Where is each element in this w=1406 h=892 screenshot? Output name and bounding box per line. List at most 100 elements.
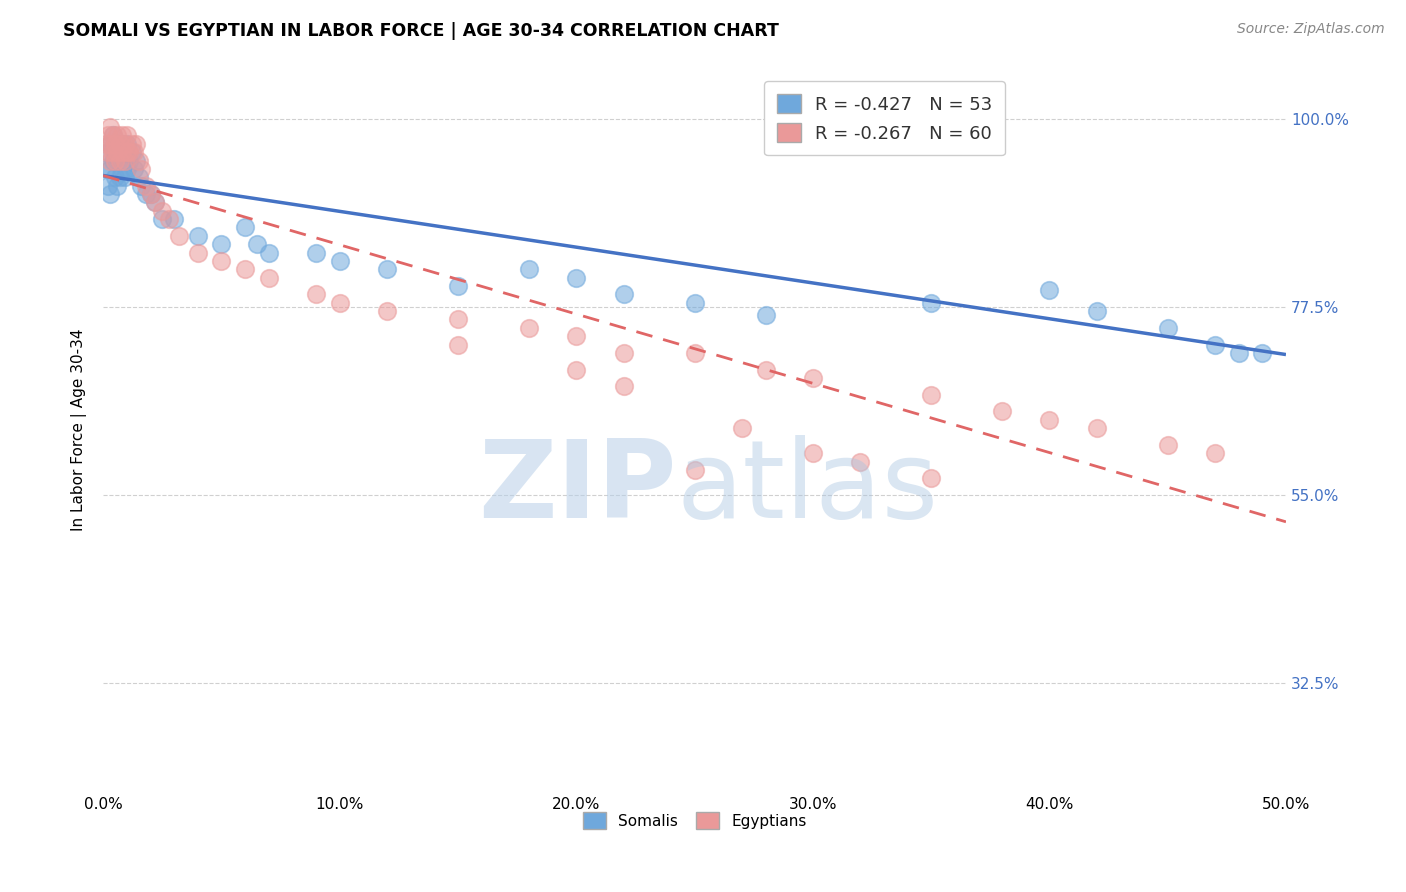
Point <box>104 153 127 168</box>
Point <box>98 186 121 201</box>
Point <box>683 463 706 477</box>
Point <box>108 145 131 160</box>
Point <box>135 186 157 201</box>
Point <box>447 312 470 326</box>
Point <box>801 371 824 385</box>
Point <box>447 279 470 293</box>
Point <box>125 136 148 151</box>
Point <box>98 136 121 151</box>
Point <box>1251 346 1274 360</box>
Point <box>118 145 141 160</box>
Point <box>683 295 706 310</box>
Point <box>98 161 121 176</box>
Point <box>114 153 136 168</box>
Point <box>121 136 143 151</box>
Point <box>233 262 256 277</box>
Point <box>1157 438 1180 452</box>
Point <box>128 153 150 168</box>
Point <box>991 404 1014 418</box>
Point <box>375 262 398 277</box>
Point <box>108 170 131 185</box>
Point <box>565 270 588 285</box>
Point <box>108 136 131 151</box>
Point <box>98 153 121 168</box>
Point <box>163 212 186 227</box>
Text: atlas: atlas <box>676 435 939 541</box>
Point <box>1038 413 1060 427</box>
Point <box>211 237 233 252</box>
Point <box>114 136 136 151</box>
Point <box>114 145 136 160</box>
Point <box>101 128 124 143</box>
Point <box>139 186 162 201</box>
Point <box>128 170 150 185</box>
Point <box>111 128 134 143</box>
Point <box>517 320 540 334</box>
Text: Source: ZipAtlas.com: Source: ZipAtlas.com <box>1237 22 1385 37</box>
Point <box>1085 421 1108 435</box>
Text: ZIP: ZIP <box>478 435 676 541</box>
Point <box>115 136 138 151</box>
Point <box>107 128 129 143</box>
Point <box>118 153 141 168</box>
Point <box>115 161 138 176</box>
Point <box>150 212 173 227</box>
Point <box>1038 283 1060 297</box>
Legend: Somalis, Egyptians: Somalis, Egyptians <box>576 806 813 835</box>
Point <box>115 128 138 143</box>
Point <box>107 136 129 151</box>
Point <box>517 262 540 277</box>
Point <box>257 245 280 260</box>
Point <box>107 145 129 160</box>
Point <box>565 362 588 376</box>
Point <box>233 220 256 235</box>
Point <box>159 212 181 227</box>
Point <box>97 145 120 160</box>
Point <box>107 178 129 193</box>
Point <box>97 128 120 143</box>
Point <box>98 120 121 134</box>
Point <box>122 161 145 176</box>
Point <box>101 145 124 160</box>
Point <box>104 145 127 160</box>
Point <box>115 145 138 160</box>
Point <box>121 145 143 160</box>
Point <box>104 170 127 185</box>
Point <box>97 178 120 193</box>
Point <box>101 153 124 168</box>
Point <box>257 270 280 285</box>
Point <box>565 329 588 343</box>
Point <box>94 161 117 176</box>
Point <box>1204 337 1226 351</box>
Point <box>1227 346 1250 360</box>
Point <box>1204 446 1226 460</box>
Point <box>114 170 136 185</box>
Text: SOMALI VS EGYPTIAN IN LABOR FORCE | AGE 30-34 CORRELATION CHART: SOMALI VS EGYPTIAN IN LABOR FORCE | AGE … <box>63 22 779 40</box>
Point <box>447 337 470 351</box>
Point <box>129 161 152 176</box>
Point <box>129 178 152 193</box>
Point <box>135 178 157 193</box>
Point <box>187 228 209 243</box>
Point <box>305 287 328 301</box>
Point <box>111 145 134 160</box>
Point <box>111 136 134 151</box>
Point <box>211 253 233 268</box>
Point <box>613 379 636 393</box>
Point <box>731 421 754 435</box>
Point <box>150 203 173 218</box>
Point <box>613 346 636 360</box>
Point <box>187 245 209 260</box>
Point <box>108 153 131 168</box>
Point <box>139 186 162 201</box>
Point <box>143 195 166 210</box>
Point <box>801 446 824 460</box>
Point <box>98 136 121 151</box>
Point <box>104 136 127 151</box>
Point <box>920 295 942 310</box>
Point <box>754 308 776 322</box>
Point <box>101 128 124 143</box>
Point <box>305 245 328 260</box>
Point <box>849 454 872 468</box>
Point <box>329 253 352 268</box>
